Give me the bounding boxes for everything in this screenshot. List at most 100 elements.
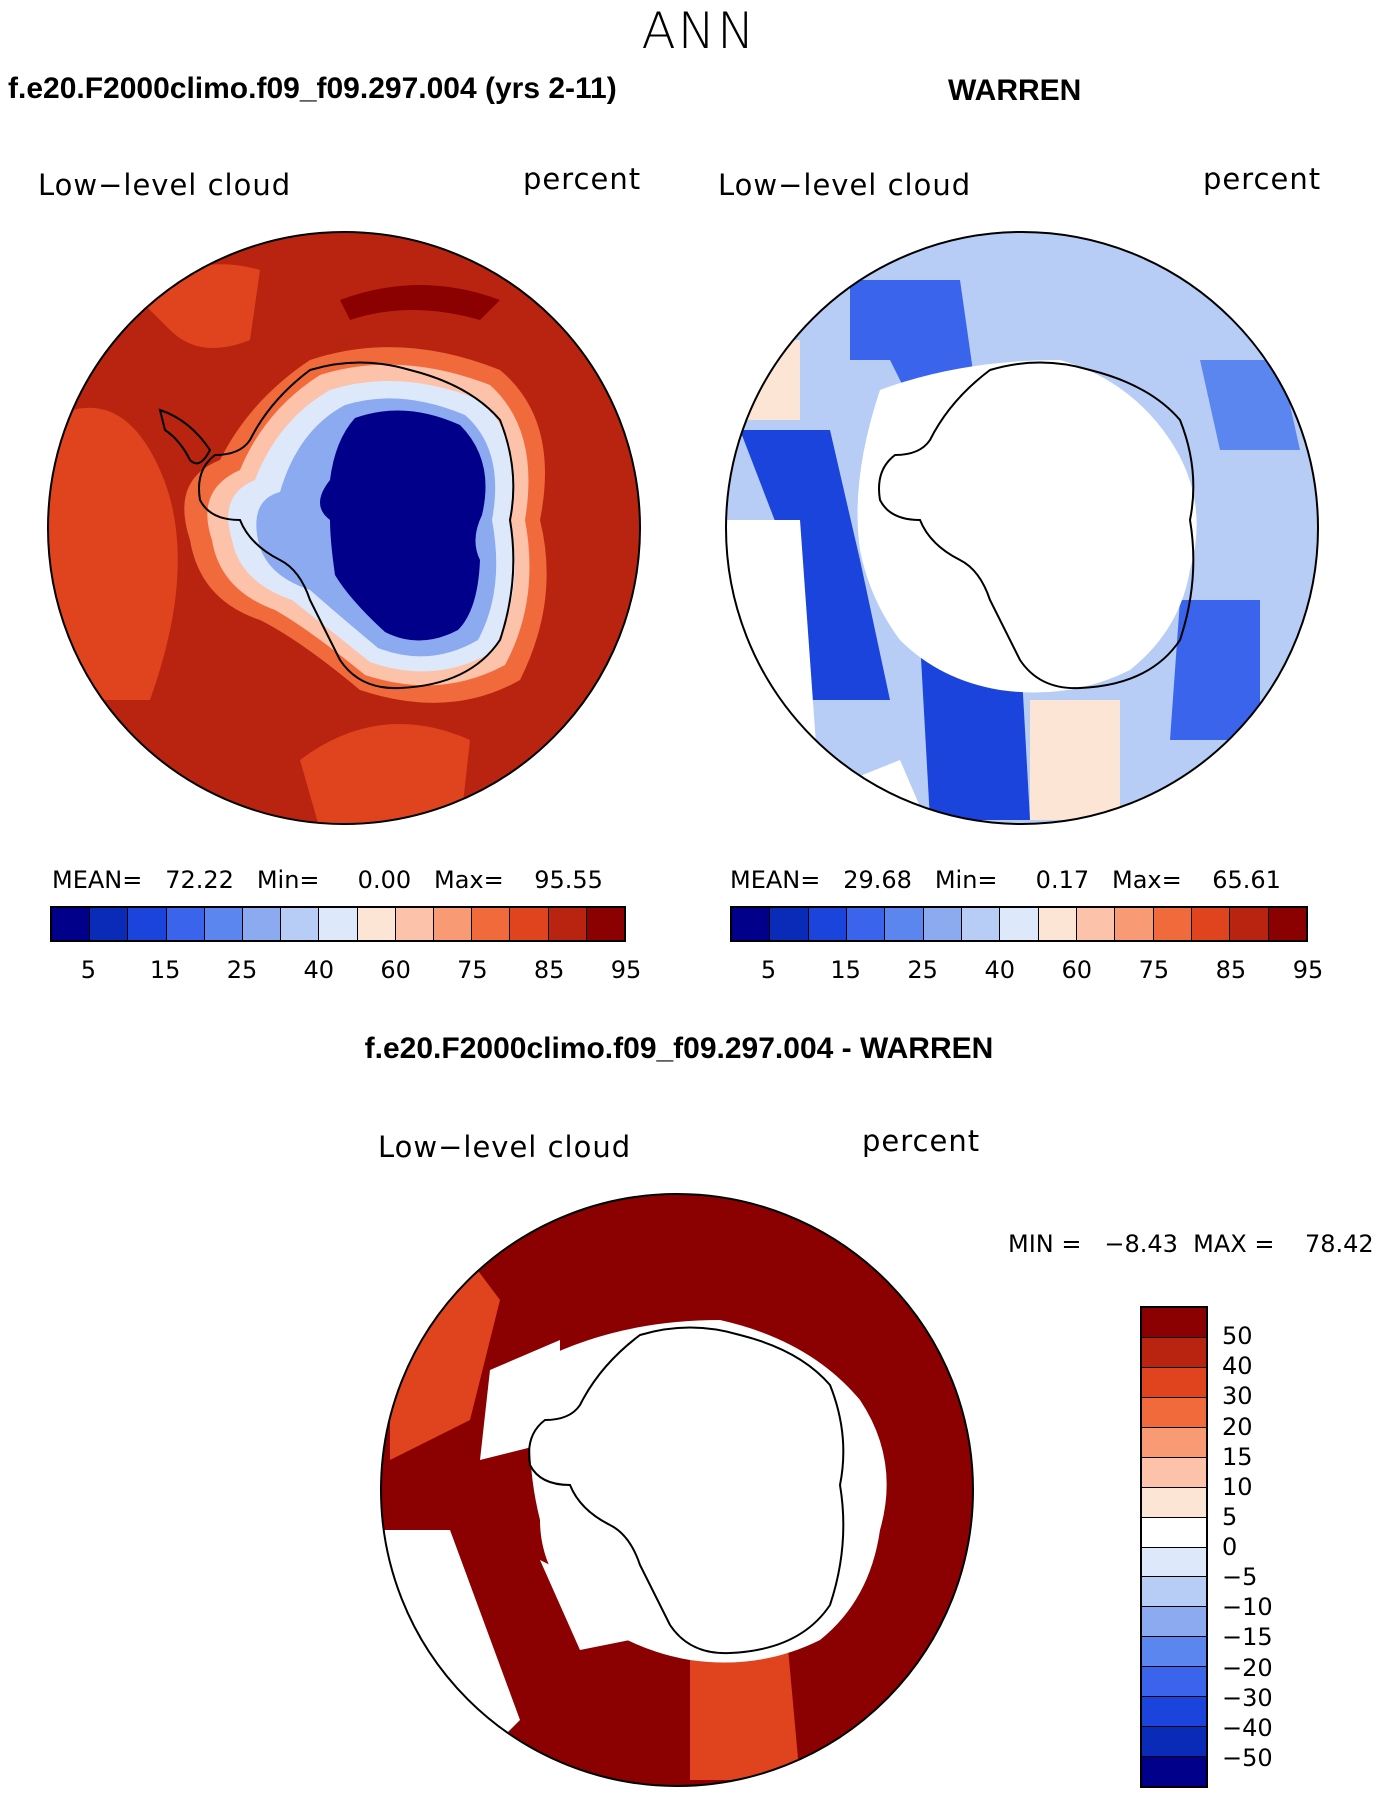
colorbar-box — [586, 908, 625, 940]
colorbar-box — [1142, 1637, 1206, 1668]
colorbar-box — [128, 908, 167, 940]
colorbar-box — [1142, 1517, 1206, 1548]
panel1-field-label: Low−level cloud — [38, 168, 292, 202]
colorbar-tick-label: 40 — [1222, 1352, 1253, 1381]
panel3-missing-sector — [480, 1340, 560, 1460]
colorbar-tick-label: 40 — [303, 956, 335, 984]
panel2-case-title: WARREN — [948, 74, 1082, 107]
colorbar-box — [1115, 908, 1154, 940]
colorbar-tick-label: 75 — [457, 956, 488, 984]
panel1-contour-band — [340, 285, 500, 320]
colorbar-tick-label: −5 — [1222, 1563, 1258, 1592]
colorbar-box — [1142, 1727, 1206, 1758]
panel2-stats: MEAN= 29.68 Min= 0.17 Max= 65.61 — [730, 866, 1281, 894]
colorbar-box — [1142, 1757, 1206, 1786]
panel3-case-title: f.e20.F2000climo.f09_f09.297.004 - WARRE… — [364, 1032, 994, 1065]
colorbar-box — [52, 908, 91, 940]
panel1-coastline — [198, 361, 515, 690]
colorbar-tick-label: 85 — [1215, 956, 1247, 984]
panel2-contour-band — [1170, 600, 1260, 740]
colorbar-box — [472, 908, 511, 940]
colorbar-tick-label: 5 — [760, 956, 777, 984]
colorbar-box — [846, 908, 886, 940]
panel1-units-label: percent — [523, 162, 642, 196]
colorbar-box — [357, 908, 396, 940]
colorbar-tick-label: 75 — [1138, 956, 1170, 984]
colorbar-tick-label: 15 — [830, 956, 861, 984]
panel2-contour-band — [740, 430, 890, 700]
colorbar-box — [1142, 1457, 1206, 1488]
colorbar-box — [1230, 908, 1269, 940]
colorbar-box — [961, 908, 1001, 940]
panel2-colorbar — [730, 906, 1308, 942]
colorbar-box — [1038, 908, 1077, 940]
panel2-field-label: Low−level cloud — [718, 168, 972, 202]
colorbar-box — [770, 908, 809, 940]
colorbar-box — [1142, 1367, 1206, 1398]
colorbar-tick-label: −15 — [1222, 1623, 1273, 1652]
colorbar-tick-label: 20 — [1222, 1412, 1253, 1441]
colorbar-tick-label: 85 — [533, 956, 565, 984]
colorbar-box — [395, 908, 435, 940]
colorbar-tick-label: 25 — [226, 956, 258, 984]
panel1-case-title: f.e20.F2000climo.f09_f09.297.004 (yrs 2-… — [8, 72, 617, 105]
figure-suptitle: ANN — [641, 2, 757, 60]
colorbar-box — [1076, 908, 1116, 940]
colorbar-box — [319, 908, 358, 940]
colorbar-tick-label: 60 — [380, 956, 411, 984]
colorbar-box — [1142, 1427, 1206, 1458]
colorbar-box — [548, 908, 587, 940]
panel3-field-label: Low−level cloud — [378, 1130, 632, 1164]
colorbar-box — [1142, 1607, 1206, 1638]
colorbar-box — [1142, 1397, 1206, 1428]
panel3-contour-band — [390, 1260, 500, 1460]
colorbar-box — [1268, 908, 1306, 940]
colorbar-box — [1142, 1697, 1206, 1728]
panel3-units-label: percent — [862, 1124, 981, 1158]
colorbar-box — [434, 908, 473, 940]
colorbar-box — [243, 908, 282, 940]
colorbar-tick-label: 40 — [984, 956, 1015, 984]
panel2-units-label: percent — [1203, 162, 1322, 196]
colorbar-box — [885, 908, 924, 940]
panel1-map-border — [47, 231, 641, 825]
colorbar-tick-label: −50 — [1222, 1743, 1273, 1772]
panel2-contour-band — [1200, 360, 1300, 450]
colorbar-box — [923, 908, 962, 940]
colorbar-tick-label: 10 — [1222, 1472, 1253, 1501]
colorbar-tick-label: 25 — [907, 956, 938, 984]
colorbar-tick-label: −40 — [1222, 1713, 1273, 1742]
colorbar-box — [204, 908, 244, 940]
colorbar-box — [510, 908, 549, 940]
panel3-stats: MIN = −8.43 MAX = 78.42 — [1008, 1230, 1374, 1258]
panel1-colorbar — [50, 906, 626, 942]
colorbar-box — [1142, 1487, 1206, 1518]
panel3-coastline — [528, 1326, 845, 1655]
colorbar-box — [1191, 908, 1231, 940]
colorbar-box — [1000, 908, 1039, 940]
colorbar-tick-label: 5 — [80, 956, 97, 984]
colorbar-tick-label: −20 — [1222, 1653, 1273, 1682]
colorbar-box — [166, 908, 205, 940]
panel2-map-border — [725, 231, 1319, 825]
panel3-map-border — [380, 1193, 974, 1787]
colorbar-tick-label: 5 — [1222, 1502, 1238, 1531]
colorbar-tick-label: 50 — [1222, 1322, 1253, 1351]
colorbar-box — [732, 908, 771, 940]
colorbar-tick-label: 95 — [1292, 956, 1324, 984]
colorbar-box — [808, 908, 847, 940]
colorbar-tick-label: 95 — [610, 956, 642, 984]
panel2-missing-interior — [857, 360, 1197, 693]
colorbar-tick-label: 30 — [1222, 1382, 1253, 1411]
panel1-contour-band — [300, 724, 470, 824]
colorbar-box — [281, 908, 320, 940]
colorbar-box — [1142, 1337, 1206, 1368]
colorbar-tick-label: 15 — [149, 956, 181, 984]
colorbar-box — [1142, 1308, 1206, 1338]
panel1-contour-band — [48, 407, 178, 700]
colorbar-box — [90, 908, 129, 940]
colorbar-box — [1142, 1547, 1206, 1578]
colorbar-box — [1142, 1577, 1206, 1608]
